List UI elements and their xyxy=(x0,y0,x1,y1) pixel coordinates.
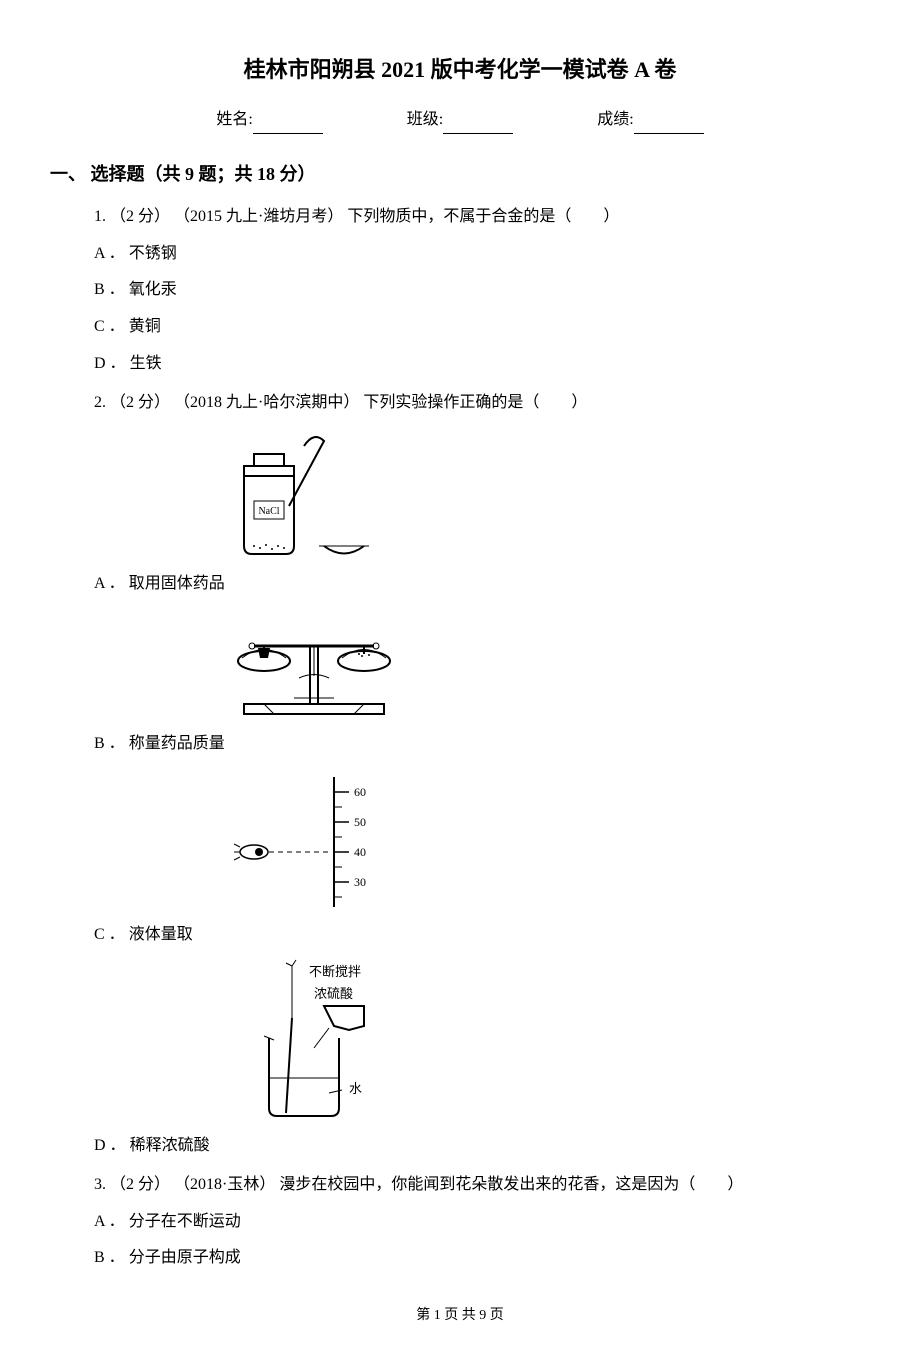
score-label: 成绩: xyxy=(597,111,633,128)
q2-diagA-label: NaCl xyxy=(258,506,279,517)
q2-optD-label: D ． xyxy=(94,1137,126,1154)
q2-option-d: D ． 稀释浓硫酸 xyxy=(94,1132,860,1161)
section-1-heading: 选择题（共 9 题；共 18 分） xyxy=(91,164,316,184)
section-1-header: 一、 选择题（共 9 题；共 18 分） xyxy=(50,158,860,190)
q1-optC-label: C ． xyxy=(94,318,125,335)
q1-optD-label: D ． xyxy=(94,355,126,372)
score-field: 成绩: xyxy=(597,106,703,135)
q1-option-d: D ． 生铁 xyxy=(94,350,860,379)
q1-optB-label: B ． xyxy=(94,281,125,298)
q2-optA-text: 取用固体药品 xyxy=(129,575,225,592)
q2-option-c: C ． 液体量取 xyxy=(94,921,860,950)
score-blank[interactable] xyxy=(634,118,704,134)
q2-optD-text: 稀释浓硫酸 xyxy=(130,1137,210,1154)
q2-optA-label: A ． xyxy=(94,575,125,592)
q2-text: 下列实验操作正确的是（ ） xyxy=(363,394,587,411)
q2-number: 2. xyxy=(94,394,106,411)
q1-text: 下列物质中，不属于合金的是（ ） xyxy=(347,208,619,225)
q3-optB-text: 分子由原子构成 xyxy=(129,1249,241,1266)
q3-points: （2 分） xyxy=(110,1176,170,1193)
q2-diagram-d: 不断搅拌 浓硫酸 水 xyxy=(214,958,860,1128)
q2-diagC-60: 60 xyxy=(354,785,366,799)
q3-optA-text: 分子在不断运动 xyxy=(129,1213,241,1230)
q2-diagram-c: 60 50 40 30 xyxy=(214,767,860,917)
q3-optB-label: B ． xyxy=(94,1249,125,1266)
q2-stem: 2. （2 分） （2018 九上·哈尔滨期中） 下列实验操作正确的是（ ） xyxy=(94,389,860,418)
q2-diagD-stir: 不断搅拌 xyxy=(309,964,361,979)
q2-source: （2018 九上·哈尔滨期中） xyxy=(174,394,359,411)
q1-option-c: C ． 黄铜 xyxy=(94,313,860,342)
q2-optC-text: 液体量取 xyxy=(129,926,193,943)
q2-diagC-50: 50 xyxy=(354,815,366,829)
class-label: 班级: xyxy=(407,111,443,128)
q1-number: 1. xyxy=(94,208,106,225)
class-blank[interactable] xyxy=(443,118,513,134)
q1-optA-label: A ． xyxy=(94,245,125,262)
q2-points: （2 分） xyxy=(110,394,170,411)
q2-diagC-40: 40 xyxy=(354,845,366,859)
exam-title: 桂林市阳朔县 2021 版中考化学一模试卷 A 卷 xyxy=(60,50,860,90)
q3-number: 3. xyxy=(94,1176,106,1193)
q3-source: （2018·玉林） xyxy=(174,1176,275,1193)
name-field: 姓名: xyxy=(216,106,322,135)
q1-optC-text: 黄铜 xyxy=(129,318,161,335)
question-1: 1. （2 分） （2015 九上·潍坊月考） 下列物质中，不属于合金的是（ ）… xyxy=(94,203,860,379)
q2-optB-label: B ． xyxy=(94,735,125,752)
q1-optB-text: 氧化汞 xyxy=(129,281,177,298)
q1-optD-text: 生铁 xyxy=(130,355,162,372)
q2-diagD-acid: 浓硫酸 xyxy=(314,986,353,1001)
q2-optC-label: C ． xyxy=(94,926,125,943)
name-label: 姓名: xyxy=(216,111,252,128)
section-1-number: 一、 xyxy=(50,164,86,184)
q2-diagD-water: 水 xyxy=(349,1081,362,1096)
name-blank[interactable] xyxy=(253,118,323,134)
q3-optA-label: A ． xyxy=(94,1213,125,1230)
q3-option-b: B ． 分子由原子构成 xyxy=(94,1244,860,1273)
q2-option-a: A ． 取用固体药品 xyxy=(94,570,860,599)
q1-stem: 1. （2 分） （2015 九上·潍坊月考） 下列物质中，不属于合金的是（ ） xyxy=(94,203,860,232)
q3-option-a: A ． 分子在不断运动 xyxy=(94,1208,860,1237)
q3-stem: 3. （2 分） （2018·玉林） 漫步在校园中，你能闻到花朵散发出来的花香，… xyxy=(94,1171,860,1200)
q1-points: （2 分） xyxy=(110,208,170,225)
q1-option-a: A ． 不锈钢 xyxy=(94,240,860,269)
page-footer: 第 1 页 共 9 页 xyxy=(60,1303,860,1328)
q2-optB-text: 称量药品质量 xyxy=(129,735,225,752)
q2-diagC-30: 30 xyxy=(354,875,366,889)
q2-option-b: B ． 称量药品质量 xyxy=(94,730,860,759)
q2-diagram-a: NaCl xyxy=(214,426,860,566)
q3-text: 漫步在校园中，你能闻到花朵散发出来的花香，这是因为（ ） xyxy=(279,1176,743,1193)
student-info-row: 姓名: 班级: 成绩: xyxy=(60,106,860,135)
q1-optA-text: 不锈钢 xyxy=(129,245,177,262)
q1-option-b: B ． 氧化汞 xyxy=(94,276,860,305)
q1-source: （2015 九上·潍坊月考） xyxy=(174,208,343,225)
question-2: 2. （2 分） （2018 九上·哈尔滨期中） 下列实验操作正确的是（ ） N… xyxy=(94,389,860,1161)
class-field: 班级: xyxy=(407,106,513,135)
question-3: 3. （2 分） （2018·玉林） 漫步在校园中，你能闻到花朵散发出来的花香，… xyxy=(94,1171,860,1273)
q2-diagram-b xyxy=(214,606,860,726)
